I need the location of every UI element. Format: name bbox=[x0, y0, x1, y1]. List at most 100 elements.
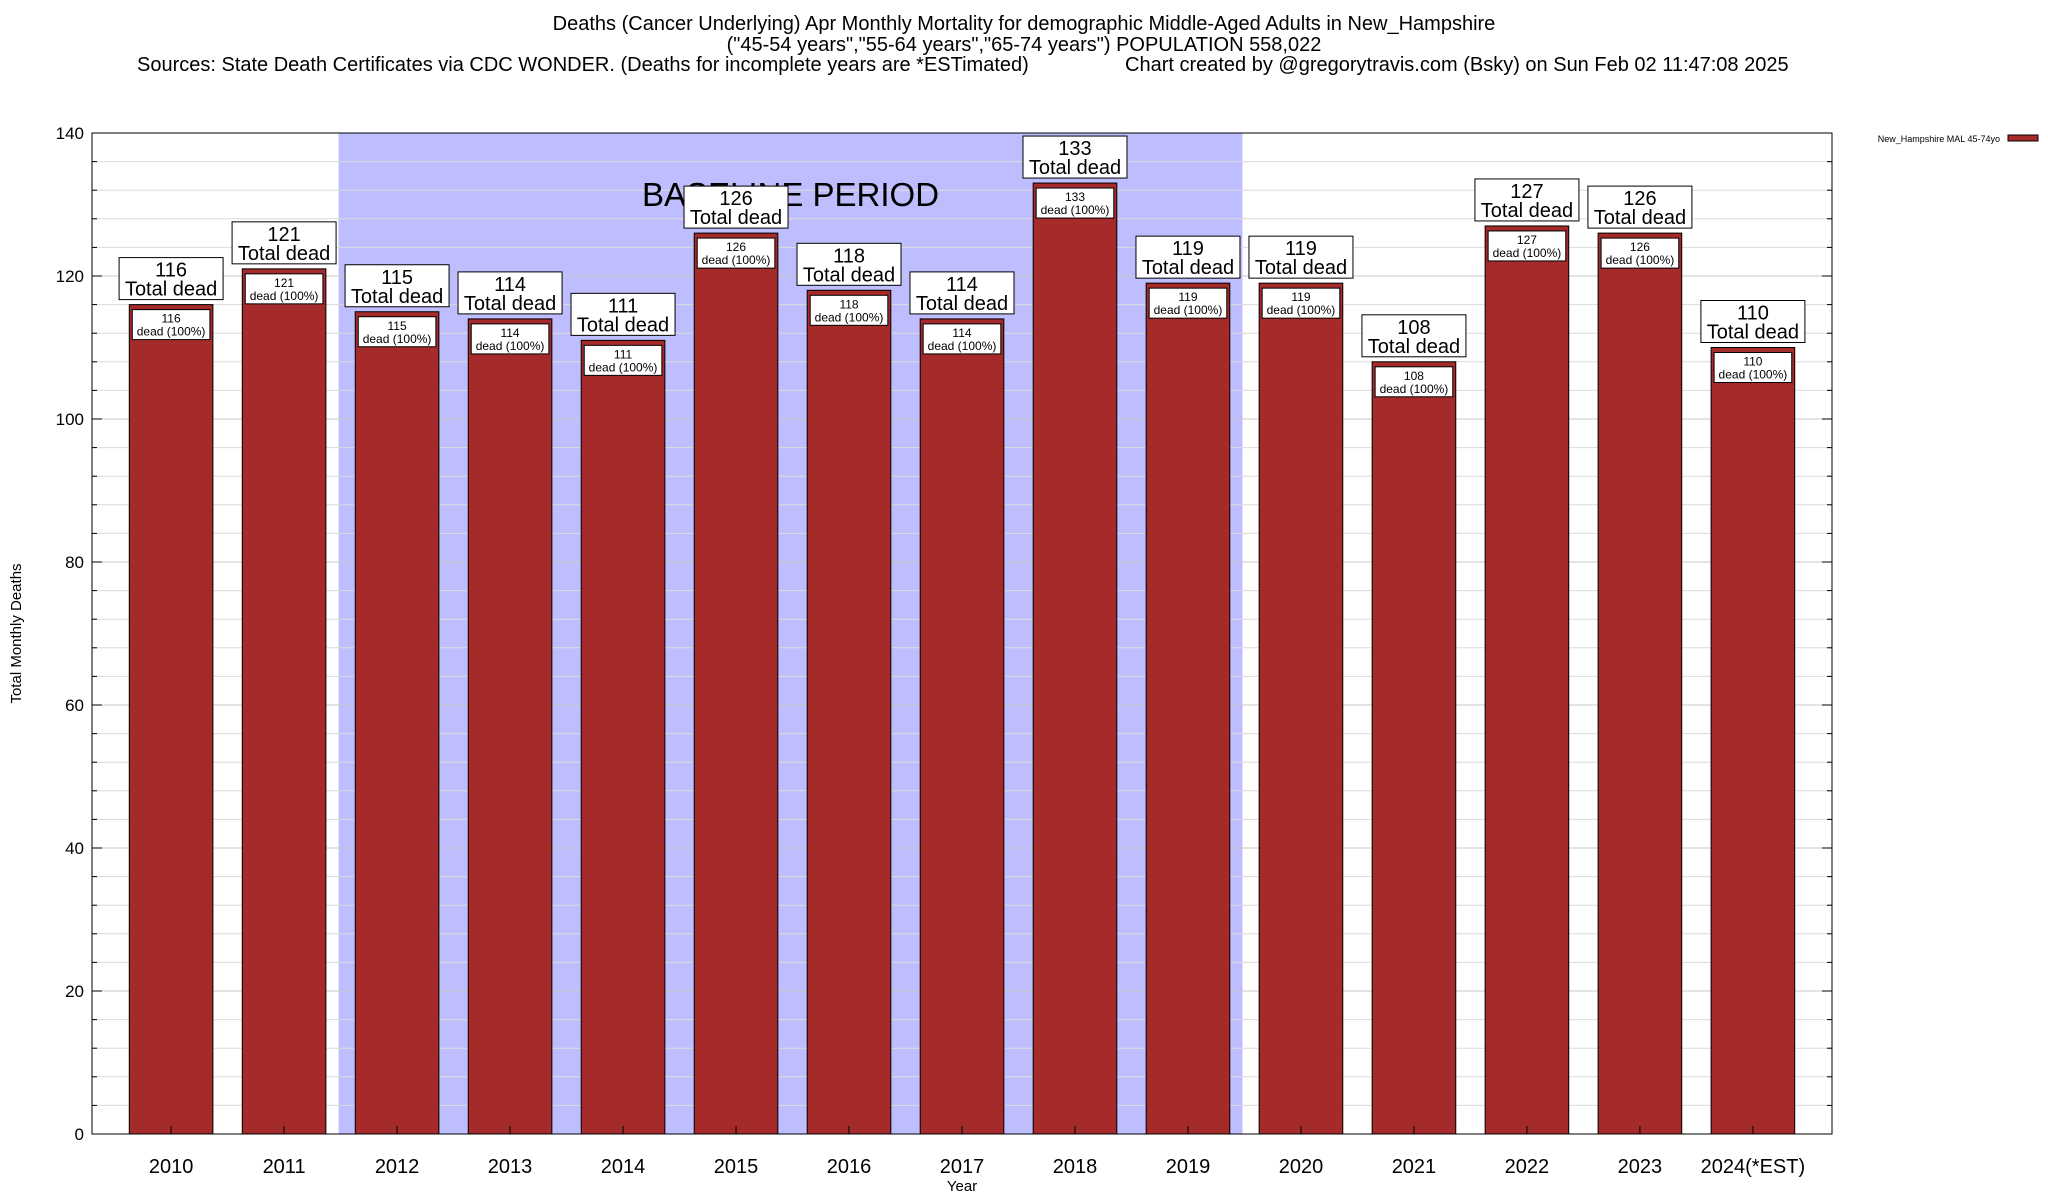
total-label-value: 115 bbox=[381, 267, 413, 289]
inner-label-value: 126 bbox=[1630, 240, 1650, 254]
total-label-text: Total dead bbox=[238, 243, 330, 265]
total-label-box bbox=[1248, 235, 1354, 279]
x-tick-label: 2023 bbox=[1618, 1156, 1663, 1178]
plot-frame bbox=[91, 132, 1833, 1135]
inner-label-box bbox=[1487, 230, 1567, 262]
inner-label-box bbox=[1374, 366, 1454, 398]
total-label-text: Total dead bbox=[351, 286, 443, 308]
inner-label-box bbox=[1035, 187, 1115, 219]
total-label-text: Total dead bbox=[577, 314, 669, 336]
x-tick-label: 2020 bbox=[1279, 1156, 1324, 1178]
inner-label-box bbox=[809, 294, 889, 326]
bar bbox=[128, 304, 214, 1135]
y-tick-label: 140 bbox=[56, 124, 84, 143]
total-label-box bbox=[1474, 178, 1580, 222]
inner-label-text: dead (100%) bbox=[476, 339, 545, 353]
x-tick-label: 2017 bbox=[940, 1156, 985, 1178]
inner-label-value: 108 bbox=[1404, 369, 1424, 383]
credit-text: Chart created by @gregorytravis.com (Bsk… bbox=[1125, 54, 1789, 76]
inner-label-box bbox=[357, 316, 437, 348]
inner-label-value: 133 bbox=[1065, 190, 1085, 204]
inner-label-box bbox=[696, 237, 776, 269]
total-label-box bbox=[796, 242, 902, 286]
total-label-value: 114 bbox=[494, 274, 526, 296]
bar bbox=[1032, 182, 1118, 1135]
inner-label-box bbox=[922, 323, 1002, 355]
inner-label-box bbox=[244, 273, 324, 305]
total-label-box bbox=[457, 271, 563, 315]
inner-label-value: 127 bbox=[1517, 233, 1537, 247]
total-label-box bbox=[1022, 135, 1128, 179]
total-label-value: 118 bbox=[833, 245, 865, 267]
total-label-text: Total dead bbox=[125, 279, 217, 301]
inner-label-text: dead (100%) bbox=[815, 310, 884, 324]
inner-label-text: dead (100%) bbox=[1267, 303, 1336, 317]
inner-label-value: 118 bbox=[839, 297, 858, 311]
y-tick-label: 20 bbox=[65, 982, 84, 1001]
y-tick-label: 100 bbox=[56, 410, 84, 429]
inner-label-value: 121 bbox=[274, 276, 294, 290]
total-label-value: 126 bbox=[1623, 188, 1656, 210]
total-label-value: 121 bbox=[267, 224, 300, 246]
inner-label-box bbox=[131, 309, 211, 341]
total-label-box bbox=[231, 221, 337, 265]
bar bbox=[1145, 282, 1231, 1135]
inner-label-box bbox=[1148, 287, 1228, 319]
inner-label-text: dead (100%) bbox=[702, 253, 771, 267]
bar bbox=[693, 232, 779, 1135]
x-tick-label: 2013 bbox=[488, 1156, 533, 1178]
total-label-value: 126 bbox=[719, 188, 752, 210]
total-label-value: 108 bbox=[1397, 317, 1430, 339]
x-tick-label: 2024(*EST) bbox=[1701, 1156, 1806, 1178]
chart-subtitle: ("45-54 years","55-64 years","65-74 year… bbox=[726, 34, 1322, 56]
inner-label-value: 111 bbox=[614, 347, 633, 361]
x-tick-label: 2021 bbox=[1392, 1156, 1437, 1178]
x-tick-label: 2015 bbox=[714, 1156, 759, 1178]
bar bbox=[919, 318, 1005, 1135]
y-tick-label: 80 bbox=[65, 553, 84, 572]
x-tick-label: 2019 bbox=[1166, 1156, 1211, 1178]
x-tick-label: 2014 bbox=[601, 1156, 646, 1178]
sources-text: Sources: State Death Certificates via CD… bbox=[137, 54, 1029, 76]
inner-label-text: dead (100%) bbox=[1041, 203, 1110, 217]
y-tick-label: 60 bbox=[65, 696, 84, 715]
total-label-text: Total dead bbox=[690, 207, 782, 229]
inner-label-value: 114 bbox=[500, 326, 519, 340]
bar bbox=[1484, 225, 1570, 1135]
total-label-text: Total dead bbox=[1142, 257, 1234, 279]
y-tick-label: 40 bbox=[65, 839, 84, 858]
bar bbox=[1371, 361, 1457, 1135]
legend-swatch bbox=[2007, 134, 2039, 142]
chart-title-block: Deaths (Cancer Underlying) Apr Monthly M… bbox=[0, 14, 2048, 56]
inner-label-value: 116 bbox=[162, 312, 181, 326]
x-tick-label: 2010 bbox=[149, 1156, 194, 1178]
inner-label-value: 115 bbox=[387, 319, 406, 333]
legend-label: New_Hampshire MAL 45-74yo bbox=[1878, 134, 2000, 144]
inner-label-text: dead (100%) bbox=[1380, 382, 1449, 396]
inner-label-box bbox=[1261, 287, 1341, 319]
inner-label-text: dead (100%) bbox=[1606, 253, 1675, 267]
total-label-box bbox=[1361, 314, 1467, 358]
bar bbox=[241, 268, 327, 1135]
inner-label-text: dead (100%) bbox=[1154, 303, 1223, 317]
total-label-box bbox=[1135, 235, 1241, 279]
y-axis-label: Total Monthly Deaths bbox=[8, 563, 25, 703]
inner-label-box bbox=[470, 323, 550, 355]
total-label-text: Total dead bbox=[1594, 207, 1686, 229]
total-label-value: 127 bbox=[1510, 181, 1543, 203]
y-tick-label: 0 bbox=[75, 1125, 84, 1144]
inner-label-text: dead (100%) bbox=[1493, 246, 1562, 260]
inner-label-box bbox=[1600, 237, 1680, 269]
total-label-text: Total dead bbox=[916, 293, 1008, 315]
inner-label-value: 110 bbox=[1743, 355, 1762, 369]
total-label-text: Total dead bbox=[464, 293, 556, 315]
total-label-text: Total dead bbox=[1707, 322, 1799, 344]
bar bbox=[806, 289, 892, 1135]
total-label-text: Total dead bbox=[1481, 200, 1573, 222]
total-label-text: Total dead bbox=[803, 264, 895, 286]
total-label-value: 110 bbox=[1737, 303, 1769, 325]
inner-label-value: 119 bbox=[1291, 290, 1310, 304]
x-tick-label: 2016 bbox=[827, 1156, 872, 1178]
bar bbox=[580, 339, 666, 1135]
